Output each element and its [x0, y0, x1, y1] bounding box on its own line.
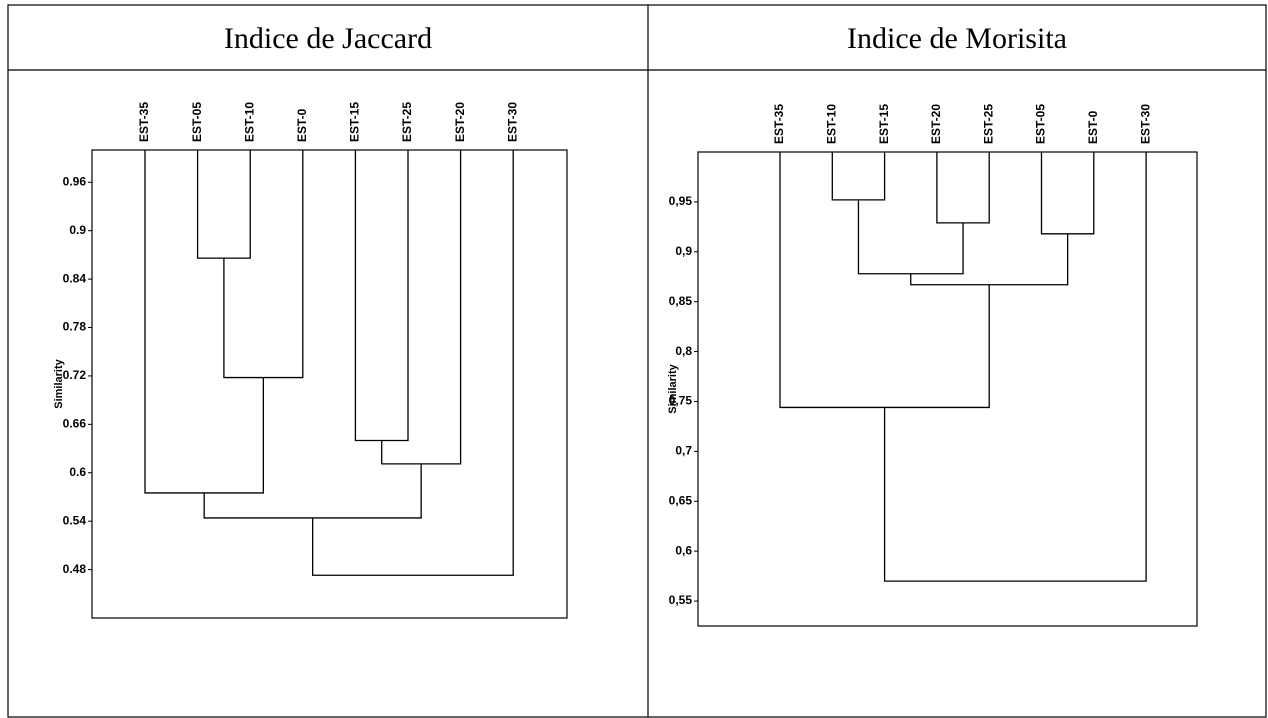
y-tick-label: 0,6: [675, 543, 692, 557]
dendrogram-link: [910, 233, 1069, 286]
y-tick-label: 0,65: [669, 493, 693, 507]
dendrogram-link: [312, 150, 514, 576]
leaf-label: EST-25: [981, 104, 995, 144]
dendrogram-link: [144, 150, 264, 494]
leaf-label: EST-25: [400, 102, 414, 142]
y-tick-label: 0.78: [63, 320, 87, 334]
dendrogram-link: [354, 150, 409, 442]
leaf-label: EST-35: [772, 104, 786, 144]
y-tick-label: 0,95: [669, 194, 693, 208]
y-axis-label: Similarity: [667, 363, 679, 413]
y-tick-label: 0.48: [63, 562, 87, 576]
y-tick-label: 0,9: [675, 244, 692, 258]
plot-frame: [697, 151, 1198, 627]
y-tick-label: 0.84: [63, 271, 87, 285]
y-tick-label: 0.96: [63, 174, 87, 188]
dendrogram-link: [381, 150, 462, 465]
y-axis-label: Similarity: [53, 358, 65, 408]
y-tick-label: 0.66: [63, 417, 87, 431]
leaf-label: EST-20: [453, 102, 467, 142]
dendrogram-link: [831, 152, 886, 201]
leaf-label: EST-05: [1034, 104, 1048, 144]
y-tick-label: 0,7: [675, 444, 692, 458]
leaf-label: EST-10: [242, 102, 256, 142]
dendrogram-link: [779, 152, 990, 409]
leaf-label: EST-20: [929, 104, 943, 144]
leaf-label: EST-15: [348, 102, 362, 142]
leaf-label: EST-30: [1138, 104, 1152, 144]
y-tick-label: 0.6: [69, 465, 86, 479]
leaf-label: EST-15: [877, 104, 891, 144]
leaf-label: EST-0: [295, 108, 309, 142]
dendrogram-link: [857, 199, 964, 275]
y-tick-label: 0,85: [669, 294, 693, 308]
dendrogram-link: [196, 150, 251, 259]
dendrogram-link: [883, 152, 1147, 582]
y-tick-label: 0.9: [69, 223, 86, 237]
leaf-label: EST-30: [505, 102, 519, 142]
plot-frame: [91, 149, 568, 619]
y-tick-label: 0.72: [63, 368, 87, 382]
dendrogram-link: [936, 152, 990, 224]
panel-title: Indice de Jaccard: [224, 22, 432, 55]
dendrogram-link: [223, 150, 304, 379]
leaf-label: EST-0: [1086, 110, 1100, 144]
leaf-label: EST-10: [824, 104, 838, 144]
y-tick-label: 0,8: [675, 344, 692, 358]
dendrogram-link: [203, 463, 422, 519]
leaf-label: EST-05: [190, 102, 204, 142]
dendrogram-link: [1040, 152, 1095, 235]
y-tick-label: 0,75: [669, 394, 693, 408]
y-tick-label: 0,55: [669, 593, 693, 607]
leaf-label: EST-35: [137, 102, 151, 142]
y-tick-label: 0.54: [63, 513, 87, 527]
panel-title: Indice de Morisita: [847, 22, 1067, 55]
table-border: [7, 4, 1267, 718]
